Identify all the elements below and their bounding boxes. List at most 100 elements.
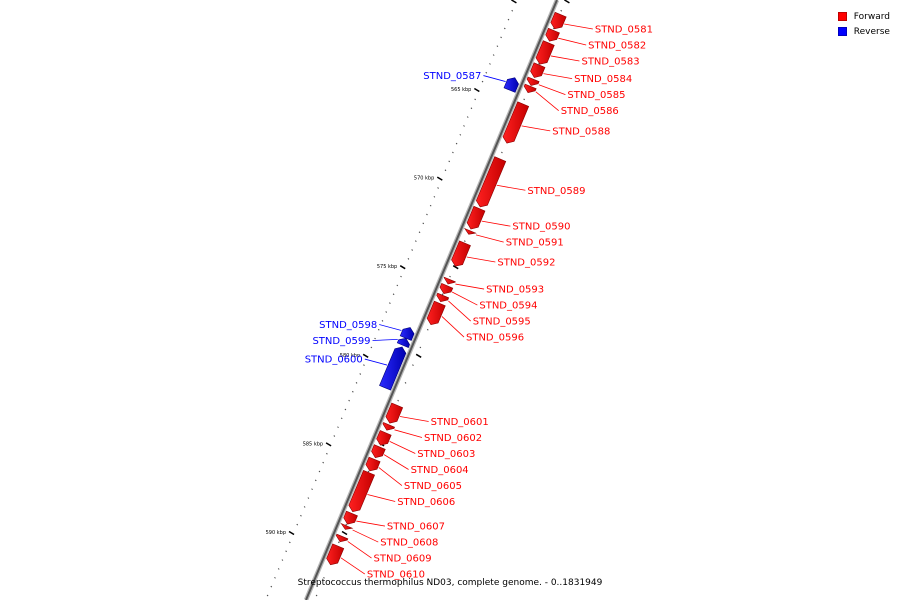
minor-tick-left — [314, 479, 317, 482]
gene-arrow-stnd_0608 — [340, 522, 354, 530]
minor-tick-left — [277, 568, 280, 570]
genome-caption: Streptococcus thermophilus ND03, complet… — [297, 578, 603, 588]
minor-tick-right — [315, 594, 318, 597]
gene-label-stnd_0584: STND_0584 — [574, 74, 632, 85]
gene-arrow-stnd_0588 — [502, 101, 530, 144]
gene-arrow-stnd_0585 — [526, 76, 540, 86]
minor-tick-left — [363, 364, 365, 367]
leader-stnd_0605 — [378, 467, 403, 486]
minor-tick-left — [377, 328, 380, 331]
scale-tick-label: 585 kbp — [303, 441, 323, 447]
gene-arrow-stnd_0598 — [399, 327, 415, 341]
gene-label-stnd_0592: STND_0592 — [497, 258, 555, 269]
gene-arrow-stnd_0582 — [545, 27, 560, 42]
gene-label-stnd_0595: STND_0595 — [473, 317, 531, 328]
minor-tick-left — [481, 80, 484, 83]
minor-tick-left — [311, 488, 313, 491]
minor-tick-right — [419, 346, 422, 349]
gene-arrow-stnd_0602 — [382, 422, 396, 431]
gene-arrow-stnd_0610 — [326, 543, 345, 566]
scale-tick-label: 575 kbp — [377, 264, 397, 270]
minor-tick-left — [307, 497, 310, 499]
gene-label-stnd_0593: STND_0593 — [486, 285, 544, 296]
scale-tick-label: 565 kbp — [451, 87, 471, 93]
gene-arrow-stnd_0587 — [503, 77, 519, 93]
leader-stnd_0603 — [389, 440, 416, 454]
minor-tick-left — [511, 9, 514, 12]
gene-arrow-stnd_0601 — [385, 402, 404, 424]
minor-tick-right — [523, 98, 525, 101]
minor-tick-left — [444, 169, 447, 172]
minor-tick-right — [404, 382, 407, 384]
gene-arrow-stnd_0581 — [550, 11, 567, 30]
minor-tick-left — [459, 133, 462, 136]
major-tick-left — [325, 442, 332, 447]
major-tick-right — [564, 0, 570, 4]
minor-tick-left — [374, 337, 376, 340]
gene-labels: STND_0581 STND_0582 STND_0583 STND_0584 STND… — [305, 25, 653, 581]
gene-arrow-stnd_0609 — [335, 533, 349, 543]
gene-label-stnd_0586: STND_0586 — [561, 106, 619, 117]
minor-tick-left — [422, 222, 425, 225]
minor-tick-left — [270, 585, 273, 588]
minor-tick-left — [333, 435, 336, 437]
gene-arrow-stnd_0605 — [365, 456, 381, 472]
legend-reverse: Reverse — [837, 24, 890, 39]
minor-tick-left — [288, 541, 291, 544]
minor-tick-right — [337, 541, 340, 544]
gene-arrow-stnd_0604 — [371, 444, 386, 458]
scale-tick-label: 590 kbp — [266, 530, 286, 536]
leader-stnd_0587 — [483, 75, 506, 82]
leader-stnd_0589 — [496, 184, 526, 191]
leader-stnd_0588 — [521, 125, 551, 132]
minor-tick-left — [474, 98, 476, 101]
minor-tick-left — [370, 346, 373, 349]
legend-forward: Forward — [837, 9, 890, 24]
minor-tick-left — [344, 408, 347, 411]
minor-tick-left — [418, 231, 421, 234]
minor-tick-left — [348, 399, 350, 402]
gene-label-stnd_0598: STND_0598 — [319, 320, 377, 331]
minor-tick-left — [466, 116, 469, 118]
minor-tick-left — [414, 240, 417, 242]
gene-arrow-stnd_0591 — [463, 227, 477, 235]
minor-tick-left — [452, 151, 454, 154]
major-tick-right — [452, 265, 459, 270]
minor-tick-left — [455, 142, 458, 145]
major-tick-right — [415, 353, 422, 358]
gene-label-stnd_0591: STND_0591 — [506, 238, 564, 249]
minor-tick-left — [326, 452, 328, 455]
leader-stnd_0610 — [340, 557, 366, 575]
gene-arrow-stnd_0593 — [443, 276, 456, 285]
major-tick-left — [436, 176, 443, 181]
gene-label-stnd_0587: STND_0587 — [423, 71, 481, 82]
gene-features — [326, 11, 567, 566]
gene-arrow-stnd_0603 — [376, 430, 392, 446]
minor-tick-right — [463, 240, 466, 242]
minor-tick-right — [552, 27, 555, 30]
leader-stnd_0601 — [399, 416, 429, 422]
gene-arrow-stnd_0606 — [348, 470, 375, 513]
gene-arrow-stnd_0594 — [439, 283, 454, 295]
minor-tick-left — [355, 382, 358, 384]
minor-tick-right — [441, 293, 444, 296]
minor-tick-left — [503, 27, 506, 30]
minor-tick-left — [437, 187, 439, 189]
gene-label-stnd_0609: STND_0609 — [374, 554, 432, 565]
genome-backbone — [303, 0, 560, 600]
minor-tick-left — [274, 576, 276, 579]
gene-arrow-stnd_0607 — [343, 510, 358, 525]
major-tick-left — [511, 0, 517, 4]
legend-reverse-label: Reverse — [853, 26, 890, 37]
gene-label-stnd_0583: STND_0583 — [581, 57, 639, 68]
minor-tick-left — [448, 160, 451, 163]
minor-tick-right — [426, 328, 429, 331]
gene-arrow-stnd_0596 — [426, 300, 446, 326]
minor-tick-left — [492, 54, 495, 56]
minor-tick-left — [411, 249, 413, 251]
leader-stnd_0595 — [448, 300, 471, 322]
leader-stnd_0590 — [481, 220, 511, 227]
gene-label-stnd_0589: STND_0589 — [527, 186, 585, 197]
leader-stnd_0592 — [466, 256, 496, 263]
gene-label-stnd_0582: STND_0582 — [588, 41, 646, 52]
